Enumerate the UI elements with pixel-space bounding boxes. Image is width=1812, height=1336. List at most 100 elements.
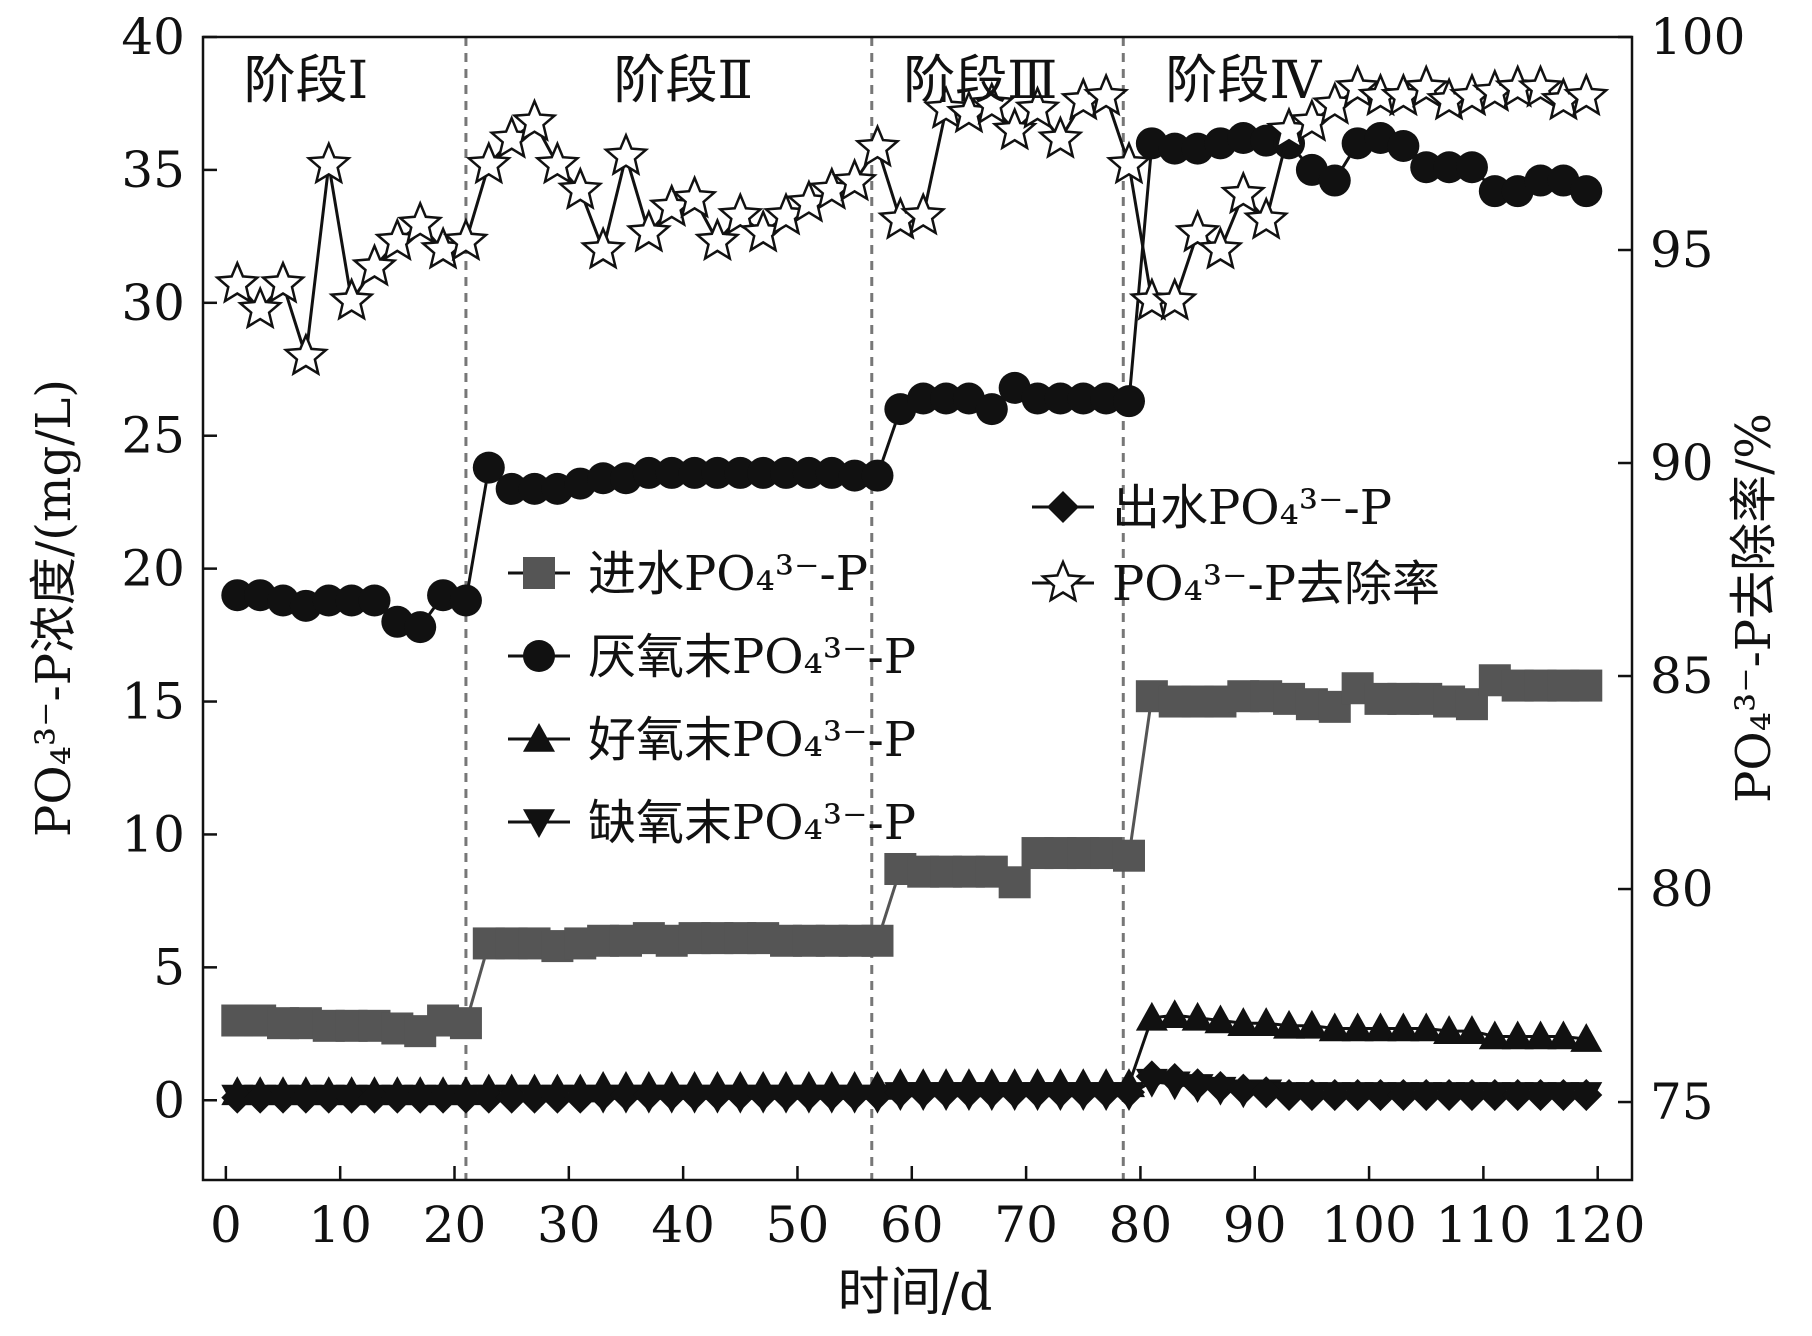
data-point: [609, 1078, 642, 1111]
data-point: [907, 1076, 940, 1109]
data-point: [1341, 1078, 1374, 1111]
data-point: [214, 259, 261, 304]
data-point: [861, 924, 894, 957]
legend-entry: 厌氧末PO₄³⁻-P: [508, 629, 916, 685]
data-point: [221, 1081, 254, 1114]
x-tick-label: 110: [1436, 1196, 1531, 1254]
data-point: [655, 1078, 688, 1111]
data-point: [998, 1076, 1031, 1109]
legend-entry: PO₄³⁻-P去除率: [1032, 556, 1440, 612]
data-point: [1318, 164, 1351, 197]
data-point: [747, 456, 780, 489]
data-point: [747, 1078, 780, 1111]
data-point: [861, 459, 894, 492]
stage-labels: 阶段Ⅰ 阶段Ⅱ 阶段Ⅲ 阶段Ⅳ: [244, 51, 1323, 111]
left-y-tick-label: 20: [121, 540, 185, 598]
data-point: [625, 208, 672, 253]
data-point: [472, 451, 505, 484]
data-point: [1433, 1078, 1466, 1111]
data-point: [922, 85, 970, 130]
data-point: [792, 456, 825, 489]
data-point: [587, 462, 620, 495]
data-point: [792, 1078, 825, 1111]
x-tick-label: 100: [1321, 1196, 1416, 1254]
data-point: [404, 1081, 437, 1114]
data-point: [495, 1081, 528, 1114]
x-tick-label: 10: [308, 1196, 372, 1254]
data-point: [449, 1007, 482, 1040]
data-point: [1227, 1073, 1260, 1106]
data-point: [495, 472, 528, 505]
data-point: [884, 1076, 917, 1109]
data-point: [975, 1076, 1008, 1109]
left-y-tick-label: 40: [121, 8, 185, 66]
data-point: [1501, 1020, 1534, 1050]
data-point: [602, 132, 650, 176]
data-point: [1524, 1020, 1557, 1050]
x-tick-label: 30: [537, 1196, 601, 1254]
data-point: [557, 166, 604, 211]
data-point: [770, 456, 803, 489]
series-layer: [214, 63, 1610, 1114]
data-point: [655, 456, 688, 489]
data-point: [518, 1081, 551, 1114]
data-point: [1501, 1078, 1534, 1111]
data-point: [1387, 1012, 1420, 1042]
data-point: [1433, 1015, 1466, 1044]
data-point: [1295, 1009, 1328, 1039]
legend-label: 进水PO₄³⁻-P: [588, 546, 868, 602]
legend-right: 出水PO₄³⁻-P PO₄³⁻-P去除率: [1032, 480, 1440, 612]
series-circle: [221, 122, 1603, 644]
data-point: [305, 140, 352, 185]
data-point: [358, 584, 391, 617]
right-y-tick-label: 100: [1650, 8, 1745, 66]
left-y-tick-label: 15: [121, 673, 185, 731]
stage-label: 阶段Ⅲ: [903, 51, 1057, 111]
data-point: [534, 140, 581, 185]
x-tick-label: 60: [880, 1196, 944, 1254]
data-point: [1037, 114, 1084, 159]
data-point: [237, 285, 284, 330]
data-point: [1410, 151, 1443, 184]
data-point: [1455, 1015, 1488, 1044]
data-point: [1014, 85, 1061, 130]
data-point: [968, 80, 1015, 125]
legend-label: 出水PO₄³⁻-P: [1112, 480, 1392, 536]
data-point: [815, 1078, 848, 1111]
data-point: [998, 866, 1031, 899]
left-y-tick-label: 25: [121, 407, 185, 465]
data-point: [1547, 1078, 1580, 1111]
data-point: [1021, 1076, 1054, 1109]
legend-left: 进水PO₄³⁻-P 厌氧末PO₄³⁻-P 好氧末PO₄³⁻-P 缺氧末PO₄³⁻-P: [508, 546, 916, 851]
stage-label: 阶段Ⅰ: [244, 51, 369, 111]
data-point: [472, 1081, 505, 1114]
data-point: [1250, 1007, 1283, 1036]
data-point: [1433, 151, 1466, 184]
legend-label: 厌氧末PO₄³⁻-P: [588, 629, 916, 685]
data-point: [1570, 1078, 1603, 1111]
data-point: [351, 242, 398, 287]
data-point: [694, 217, 741, 262]
data-point: [678, 456, 711, 489]
right-y-tick-label: 80: [1650, 860, 1714, 918]
data-point: [975, 393, 1008, 426]
data-point: [1158, 132, 1191, 165]
legend-marker: [523, 723, 555, 752]
legend-entry: 进水PO₄³⁻-P: [508, 546, 868, 602]
data-point: [1570, 175, 1603, 208]
data-point: [579, 225, 627, 270]
right-y-tick-label: 75: [1650, 1073, 1714, 1131]
data-point: [952, 1076, 985, 1109]
data-point: [1112, 385, 1145, 418]
data-point: [358, 1081, 391, 1114]
data-point: [1478, 1078, 1511, 1111]
data-point: [267, 1081, 300, 1114]
stage-label: 阶段Ⅳ: [1165, 51, 1322, 111]
data-point: [587, 1078, 620, 1111]
data-point: [1090, 1076, 1123, 1109]
data-point: [861, 1078, 894, 1111]
right-y-tick-label: 85: [1650, 647, 1714, 705]
left-y-tick-label: 30: [121, 274, 185, 332]
data-point: [564, 1081, 597, 1114]
data-point: [701, 1078, 734, 1111]
